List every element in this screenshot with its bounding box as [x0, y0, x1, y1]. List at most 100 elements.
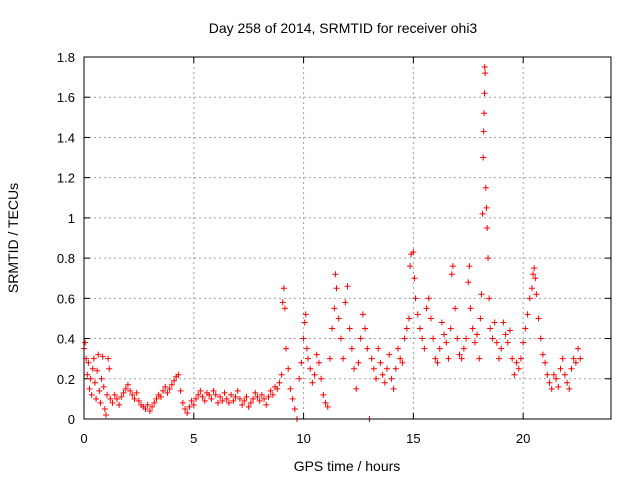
data-point: [524, 311, 531, 318]
y-axis-label: SRMTID / TECUs: [5, 183, 21, 293]
data-point: [146, 407, 153, 414]
data-point: [221, 389, 228, 396]
x-tick-label: 0: [80, 431, 87, 446]
data-point: [219, 397, 226, 404]
data-point: [315, 359, 322, 366]
data-point: [517, 355, 524, 362]
data-point: [482, 184, 489, 191]
data-point: [100, 383, 107, 390]
data-point: [195, 391, 202, 398]
data-point: [118, 393, 125, 400]
y-tick-label: 0.2: [57, 372, 75, 387]
point-layer: [81, 64, 584, 422]
data-point: [548, 385, 555, 392]
data-point: [405, 315, 412, 322]
data-point: [482, 70, 489, 77]
data-point: [513, 359, 520, 366]
data-point: [531, 265, 538, 272]
data-point: [267, 387, 274, 394]
x-tick-label: 10: [296, 431, 310, 446]
data-point: [324, 403, 331, 410]
data-point: [546, 379, 553, 386]
data-point: [539, 351, 546, 358]
data-point: [91, 379, 98, 386]
data-point: [533, 291, 540, 298]
data-point: [357, 335, 364, 342]
data-point: [537, 335, 544, 342]
data-point: [144, 401, 151, 408]
data-point: [478, 291, 485, 298]
data-point: [506, 327, 513, 334]
data-point: [120, 389, 127, 396]
data-point: [94, 367, 101, 374]
data-point: [254, 393, 261, 400]
y-tick-label: 1.4: [57, 130, 75, 145]
data-point: [479, 210, 486, 217]
data-point: [465, 279, 472, 286]
data-point: [399, 359, 406, 366]
data-point: [568, 365, 575, 372]
data-point: [318, 375, 325, 382]
data-point: [489, 335, 496, 342]
data-point: [460, 345, 467, 352]
data-point: [291, 405, 298, 412]
data-point: [329, 325, 336, 332]
data-point: [199, 393, 206, 400]
data-point: [423, 305, 430, 312]
data-point: [561, 371, 568, 378]
data-point: [149, 403, 156, 410]
data-point: [177, 387, 184, 394]
data-point: [101, 405, 108, 412]
data-point: [414, 311, 421, 318]
data-point: [487, 325, 494, 332]
data-point: [392, 365, 399, 372]
data-point: [263, 401, 270, 408]
data-point: [364, 345, 371, 352]
data-point: [502, 331, 509, 338]
data-point: [456, 351, 463, 358]
data-point: [131, 395, 138, 402]
plot-frame: [83, 56, 612, 420]
data-point: [486, 295, 493, 302]
x-tick-label: 5: [190, 431, 197, 446]
data-point: [346, 325, 353, 332]
data-point: [97, 399, 104, 406]
data-point: [445, 355, 452, 362]
data-point: [559, 355, 566, 362]
data-point: [239, 401, 246, 408]
data-point: [344, 283, 351, 290]
y-tick-label: 0.4: [57, 332, 75, 347]
data-point: [98, 375, 105, 382]
data-point: [212, 391, 219, 398]
data-point: [362, 325, 369, 332]
data-point: [443, 339, 450, 346]
data-point: [355, 359, 362, 366]
data-point: [564, 379, 571, 386]
data-point: [197, 387, 204, 394]
data-point: [484, 224, 491, 231]
data-point: [407, 263, 414, 270]
data-point: [337, 335, 344, 342]
data-point: [93, 395, 100, 402]
data-point: [454, 335, 461, 342]
data-point: [483, 204, 490, 211]
data-point: [190, 401, 197, 408]
data-point: [269, 391, 276, 398]
data-point: [285, 365, 292, 372]
data-point: [401, 335, 408, 342]
data-point: [476, 355, 483, 362]
data-point: [427, 315, 434, 322]
data-point: [570, 355, 577, 362]
data-point: [122, 385, 129, 392]
data-point: [217, 393, 224, 400]
data-point: [105, 355, 112, 362]
data-point: [335, 315, 342, 322]
data-point: [232, 393, 239, 400]
data-point: [452, 305, 459, 312]
data-point: [504, 339, 511, 346]
data-point: [135, 397, 142, 404]
data-point: [99, 353, 106, 360]
data-point: [320, 391, 327, 398]
data-point: [109, 399, 116, 406]
